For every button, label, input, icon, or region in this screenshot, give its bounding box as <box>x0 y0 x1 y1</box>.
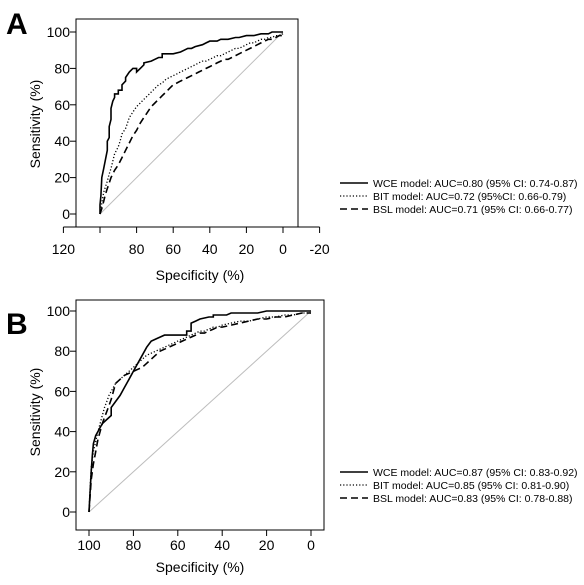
panel-b-dashed-roc-curve <box>88 312 311 513</box>
panel-b-diagonal-line <box>88 310 312 513</box>
panel-a-legend-label: BIT model: AUC=0.72 (95%CI: 0.66-0.79) <box>373 191 566 203</box>
panel-b-x-tick-label: 0 <box>307 537 315 553</box>
panel-a-y-tick-label: 60 <box>54 97 70 113</box>
panel-b-y-tick-label: 80 <box>54 343 70 359</box>
panel-a-x-axis-title: Specificity (%) <box>156 267 245 283</box>
panel-a-y-tick-label: 0 <box>62 206 70 222</box>
panel-a-legend-label: BSL model: AUC=0.71 (95% CI: 0.66-0.77) <box>373 204 573 216</box>
panel-a-legend: WCE model: AUC=0.80 (95% CI: 0.74-0.87)B… <box>340 178 578 216</box>
panel-b-dotted-roc-curve <box>88 312 311 513</box>
panel-b-legend: WCE model: AUC=0.87 (95% CI: 0.83-0.92)B… <box>340 467 578 505</box>
panel-a-legend-label: WCE model: AUC=0.80 (95% CI: 0.74-0.87) <box>373 178 578 190</box>
panel-b-y-tick-label: 0 <box>62 504 70 520</box>
panel-a-y-tick-label: 100 <box>47 24 71 40</box>
panel-a-dotted-roc-curve <box>99 33 284 215</box>
panel-b-y-tick-label: 60 <box>54 383 70 399</box>
panel-b-legend-label: BIT model: AUC=0.85 (95% CI: 0.81-0.90) <box>373 480 569 492</box>
panel-a-x-tick-label: 120 <box>52 241 76 257</box>
panel-a: A 120 80 60 40 20 0 -20 Specificity (%) 0 20 40 60 8… <box>6 8 578 283</box>
panel-b-legend-label: BSL model: AUC=0.83 (95% CI: 0.78-0.88) <box>373 493 573 505</box>
panel-a-x-tick-label: 40 <box>202 241 218 257</box>
panel-b-x-axis: 100 80 60 40 20 0 <box>77 529 315 553</box>
panel-a-y-tick-label: 40 <box>54 133 70 149</box>
panel-b-y-axis-title: Sensitivity (%) <box>27 368 43 457</box>
panel-a-x-tick-label: 20 <box>239 241 255 257</box>
panel-a-diagonal-line <box>99 31 284 215</box>
panel-a-x-tick-label: 60 <box>165 241 181 257</box>
panel-a-x-tick-label: -20 <box>309 241 329 257</box>
panel-b-x-axis-title: Specificity (%) <box>156 559 245 575</box>
panel-a-y-tick-label: 80 <box>54 60 70 76</box>
panel-a-y-axis: 0 20 40 60 80 100 <box>47 24 76 222</box>
panel-b-y-tick-label: 20 <box>54 464 70 480</box>
panel-b-x-tick-label: 100 <box>77 537 101 553</box>
panel-b-legend-label: WCE model: AUC=0.87 (95% CI: 0.83-0.92) <box>373 467 578 479</box>
panel-b-letter: B <box>6 308 28 341</box>
panel-a-letter: A <box>6 8 28 41</box>
panel-b-y-tick-label: 40 <box>54 424 70 440</box>
panel-b-y-axis: 0 20 40 60 80 100 <box>47 303 76 520</box>
panel-a-x-axis: 120 80 60 40 20 0 -20 <box>52 226 330 257</box>
panel-b-x-tick-label: 20 <box>259 537 275 553</box>
panel-a-y-axis-title: Sensitivity (%) <box>27 80 43 169</box>
panel-a-dashed-roc-curve <box>99 34 283 215</box>
panel-b-plot-frame <box>75 299 325 531</box>
panel-a-x-tick-label: 0 <box>279 241 287 257</box>
panel-a-x-tick-label: 80 <box>129 241 145 257</box>
panel-a-y-tick-label: 20 <box>54 170 70 186</box>
panel-b-x-tick-label: 80 <box>126 537 142 553</box>
panel-b-x-tick-label: 60 <box>170 537 186 553</box>
panel-b-x-tick-label: 40 <box>214 537 230 553</box>
panel-a-solid-roc-curve <box>99 31 283 214</box>
panel-b-y-tick-label: 100 <box>47 303 71 319</box>
